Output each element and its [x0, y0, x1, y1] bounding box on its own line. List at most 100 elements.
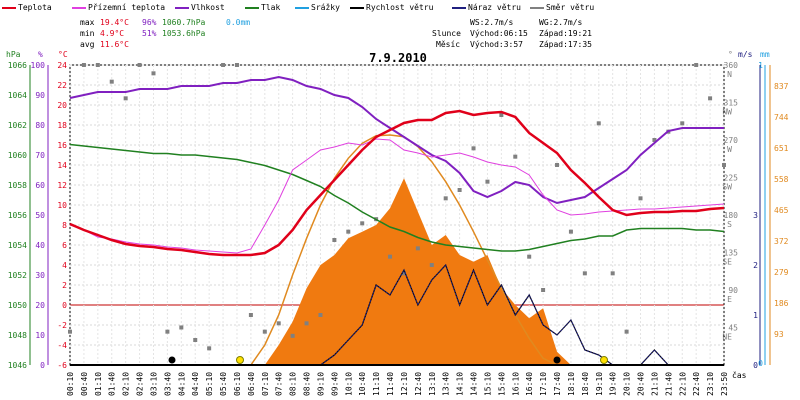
tick-label-solar: 558 [774, 175, 789, 184]
tick-label-pressure: 1050 [8, 301, 27, 310]
tick-label-solar: 837 [774, 82, 789, 91]
axis-title-mm: mm [760, 50, 770, 59]
tick-label-x: 17:10 [539, 372, 548, 396]
point-wind-direction [624, 329, 629, 334]
tick-label-direction-name: S [727, 220, 732, 229]
tick-label-x: 02:10 [122, 372, 131, 396]
legend-pressure: Tlak [245, 3, 280, 12]
tick-label-x: 18:40 [581, 372, 590, 396]
stats-max-pressure: 1060.7hPa [162, 18, 206, 27]
tick-label-direction-name: SE [722, 258, 732, 267]
tick-label-x: 20:40 [637, 372, 646, 396]
tick-label-direction: 45 [728, 324, 738, 333]
point-wind-direction [193, 338, 198, 342]
tick-label-humidity: 100 [31, 61, 46, 70]
point-wind-direction [471, 146, 476, 151]
axis-title-degc: °C [58, 50, 68, 59]
point-wind-direction [346, 229, 351, 234]
tick-label-direction: 135 [724, 249, 739, 258]
tick-label-wind: 1 [753, 311, 758, 320]
point-wind-direction [499, 113, 504, 117]
tick-label-direction-name: NE [722, 333, 732, 342]
axis-title-hpa: hPa [6, 50, 21, 59]
tick-label-pressure: 1058 [8, 181, 27, 190]
tick-label-solar: 279 [774, 268, 789, 277]
tick-label-x: 15:40 [497, 372, 506, 396]
tick-label-x: 16:10 [511, 372, 520, 396]
tick-label-humidity: 20 [35, 301, 45, 310]
chart-title: 7.9.2010 [369, 51, 427, 65]
point-wind-direction [443, 196, 448, 201]
point-wind-direction [555, 163, 560, 167]
series-pressure [69, 143, 725, 252]
series-humidity [69, 75, 724, 205]
point-wind-direction [513, 154, 518, 159]
point-wind-direction [485, 179, 490, 184]
point-wind-direction [541, 288, 546, 292]
tick-label-direction-name: E [727, 295, 732, 304]
tick-label-direction: 90 [728, 286, 738, 295]
legend-swatch [2, 6, 16, 9]
tick-label-x: 04:40 [191, 372, 200, 396]
tick-label-temp: 2 [62, 281, 67, 290]
tick-label-wind: 0 [753, 361, 758, 370]
tick-label-solar: 465 [774, 206, 789, 215]
tick-label-x: 01:10 [94, 372, 103, 396]
point-wind-direction [652, 138, 657, 142]
tick-label-x: 12:10 [400, 372, 409, 396]
tick-label-x: 05:40 [219, 372, 228, 396]
tick-label-solar: 93 [774, 330, 784, 339]
tick-label-direction-name: NW [722, 108, 732, 117]
stats-avg-label: avg [80, 40, 95, 49]
tick-label-x: 16:40 [525, 372, 534, 396]
tick-label-pressure: 1066 [8, 61, 27, 70]
stats-max-rain: 0.0mm [226, 18, 251, 27]
point-wind-direction [610, 271, 615, 276]
tick-label-x: 15:10 [483, 372, 492, 396]
stats-max-humidity: 96% [142, 18, 157, 27]
tick-label-humidity: 50 [35, 211, 45, 220]
point-wind-direction [151, 71, 156, 76]
tick-label-x: 22:10 [678, 372, 687, 396]
axis-title-ms: m/s [738, 50, 753, 59]
sun-label: Slunce [432, 29, 461, 38]
wind-ws: WS:2.7m/s [470, 18, 514, 27]
tick-label-x: 12:40 [414, 372, 423, 396]
tick-label-direction: 180 [724, 211, 739, 220]
tick-label-x: 13:10 [428, 372, 437, 396]
point-wind-direction [596, 121, 601, 126]
tick-label-x: 14:10 [456, 372, 465, 396]
tick-label-temp: 20 [57, 101, 67, 110]
tick-label-x: 07:10 [261, 372, 270, 396]
tick-label-x: 01:40 [108, 372, 117, 396]
tick-label-temp: 4 [62, 261, 67, 270]
point-wind-direction [582, 271, 587, 276]
point-wind-direction [248, 313, 253, 317]
tick-label-pressure: 1060 [8, 151, 27, 160]
tick-label-humidity: 30 [35, 271, 45, 280]
moon-set: Západ:17:35 [539, 40, 592, 49]
tick-label-x: 08:40 [303, 372, 312, 396]
tick-label-temp: -4 [57, 341, 67, 350]
point-wind-direction [332, 238, 337, 242]
axis-title-deg: ° [728, 50, 733, 59]
tick-label-x: 23:50 [720, 372, 729, 396]
tick-label-x: 07:40 [275, 372, 284, 396]
tick-label-x: 09:10 [316, 372, 325, 396]
tick-label-x: 09:40 [330, 372, 339, 396]
tick-label-x: 19:40 [609, 372, 618, 396]
legend-swatch [350, 6, 364, 9]
moon-rise: Východ:3:57 [470, 40, 523, 49]
tick-label-solar: 651 [774, 144, 789, 153]
point-wind-direction [290, 333, 295, 338]
tick-label-pressure: 1046 [8, 361, 27, 370]
stats-min-temp: 4.9°C [100, 29, 125, 38]
legend-temperature: Teplota [2, 3, 52, 12]
moonset-icon [553, 356, 561, 364]
tick-label-direction-name: N [727, 70, 732, 79]
point-wind-direction [304, 321, 309, 326]
tick-label-temp: 6 [62, 241, 67, 250]
tick-label-x: 03:10 [149, 372, 158, 396]
legend-ground-temperature: Přízemní teplota [72, 3, 165, 12]
